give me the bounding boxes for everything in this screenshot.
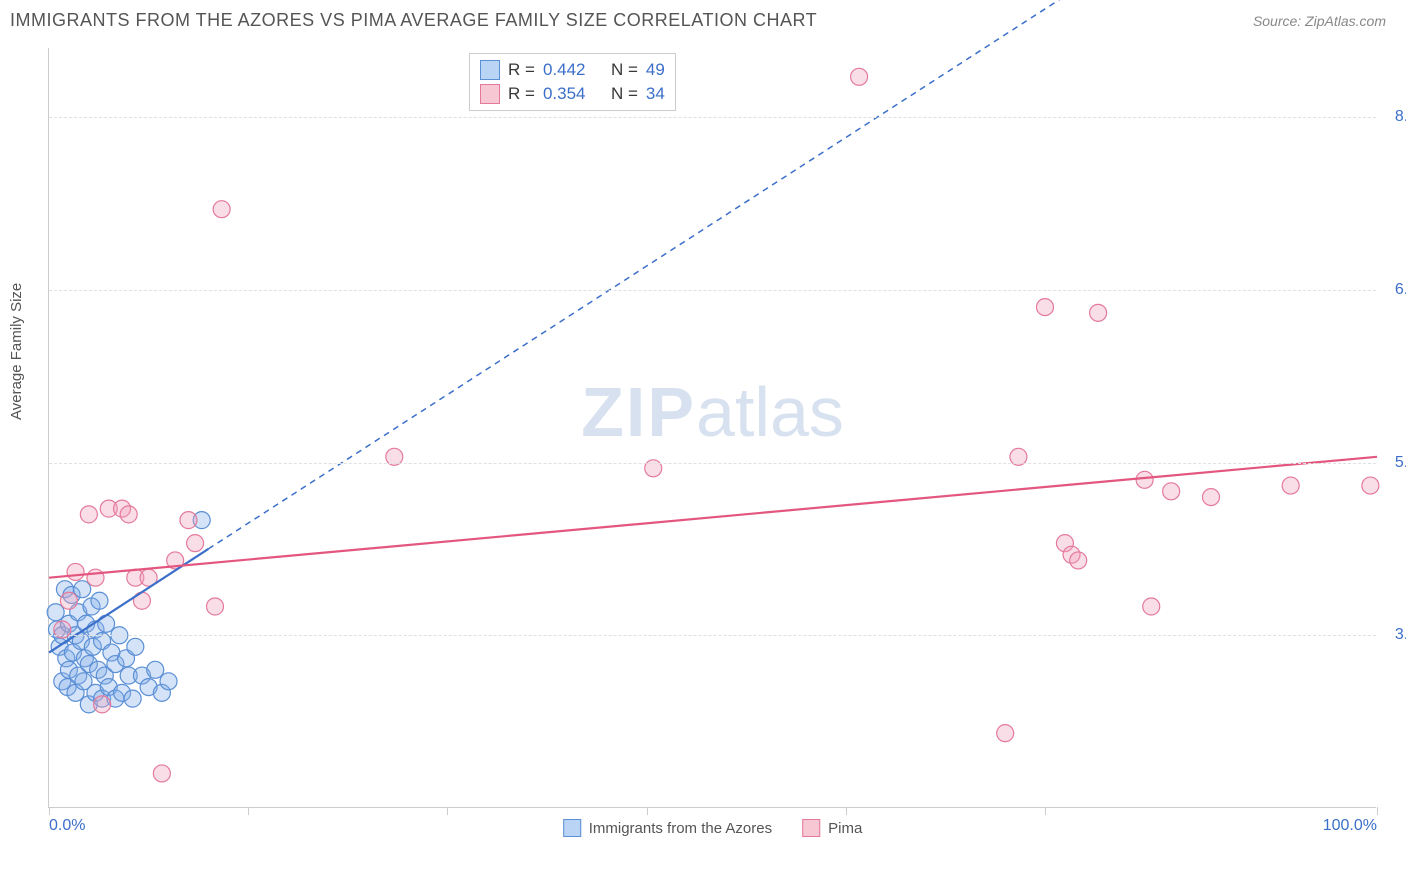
data-point-pima (213, 201, 230, 218)
legend-label-pima: Pima (828, 820, 862, 837)
ytick-label: 6.50 (1395, 281, 1406, 299)
data-point-azores (124, 690, 141, 707)
legend-stats-box: R = 0.442 N = 49 R = 0.354 N = 34 (469, 53, 676, 111)
xtick (1045, 807, 1046, 815)
n-value-azores: 49 (646, 60, 665, 80)
y-axis-label: Average Family Size (8, 283, 25, 420)
data-point-pima (1163, 483, 1180, 500)
swatch-azores (563, 819, 581, 837)
ytick-label: 8.00 (1395, 108, 1406, 126)
data-point-pima (1203, 489, 1220, 506)
legend-item-pima: Pima (802, 819, 862, 837)
legend-item-azores: Immigrants from the Azores (563, 819, 772, 837)
r-label: R = (508, 84, 535, 104)
xtick (248, 807, 249, 815)
data-point-pima (1143, 598, 1160, 615)
data-point-pima (851, 68, 868, 85)
data-point-azores (91, 592, 108, 609)
data-point-pima (80, 506, 97, 523)
legend-label-azores: Immigrants from the Azores (589, 820, 772, 837)
data-point-azores (147, 661, 164, 678)
data-point-pima (207, 598, 224, 615)
chart-title: IMMIGRANTS FROM THE AZORES VS PIMA AVERA… (10, 10, 817, 31)
legend-stats-row-azores: R = 0.442 N = 49 (480, 58, 665, 82)
xtick-label: 0.0% (49, 817, 85, 835)
legend-swatch-azores (480, 60, 500, 80)
xtick (846, 807, 847, 815)
ytick-label: 5.00 (1395, 454, 1406, 472)
data-point-pima (153, 765, 170, 782)
data-point-pima (1282, 477, 1299, 494)
xtick-label: 100.0% (1323, 817, 1377, 835)
data-point-azores (127, 638, 144, 655)
r-value-pima: 0.354 (543, 84, 586, 104)
source-credit: Source: ZipAtlas.com (1253, 13, 1386, 29)
trend-line-pima (49, 457, 1377, 578)
chart-plot-area: ZIPatlas R = 0.442 N = 49 R = 0.354 N = … (48, 48, 1376, 808)
xtick (647, 807, 648, 815)
data-point-azores (98, 615, 115, 632)
data-point-azores (74, 581, 91, 598)
legend-swatch-pima (480, 84, 500, 104)
ytick-label: 3.50 (1395, 626, 1406, 644)
chart-header: IMMIGRANTS FROM THE AZORES VS PIMA AVERA… (0, 0, 1406, 36)
scatter-svg (49, 48, 1376, 807)
data-point-pima (997, 725, 1014, 742)
gridline-h (49, 463, 1376, 464)
data-point-pima (1136, 471, 1153, 488)
n-label: N = (611, 84, 638, 104)
legend-stats-row-pima: R = 0.354 N = 34 (480, 82, 665, 106)
n-label: N = (611, 60, 638, 80)
data-point-pima (87, 569, 104, 586)
xtick (49, 807, 50, 815)
data-point-azores (160, 673, 177, 690)
data-point-pima (1037, 299, 1054, 316)
data-point-pima (1362, 477, 1379, 494)
data-point-pima (120, 506, 137, 523)
data-point-pima (180, 512, 197, 529)
data-point-pima (187, 535, 204, 552)
gridline-h (49, 117, 1376, 118)
trend-line-dashed-azores (208, 0, 1377, 549)
xtick (1377, 807, 1378, 815)
data-point-pima (67, 563, 84, 580)
source-name: ZipAtlas.com (1305, 13, 1386, 29)
data-point-pima (94, 696, 111, 713)
r-value-azores: 0.442 (543, 60, 586, 80)
legend-bottom: Immigrants from the Azores Pima (563, 819, 863, 837)
swatch-pima (802, 819, 820, 837)
gridline-h (49, 290, 1376, 291)
data-point-pima (1070, 552, 1087, 569)
data-point-pima (60, 592, 77, 609)
gridline-h (49, 635, 1376, 636)
r-label: R = (508, 60, 535, 80)
data-point-azores (47, 604, 64, 621)
source-prefix: Source: (1253, 13, 1305, 29)
data-point-pima (1090, 304, 1107, 321)
xtick (447, 807, 448, 815)
n-value-pima: 34 (646, 84, 665, 104)
